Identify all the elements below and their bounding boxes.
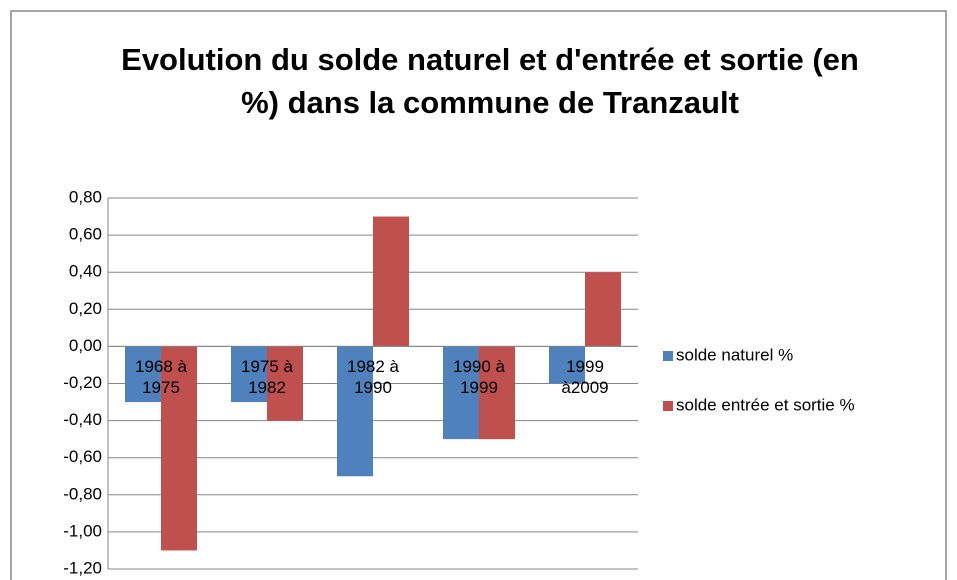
- bar: [373, 216, 409, 347]
- bar: [549, 346, 585, 384]
- legend-swatch: [663, 351, 673, 361]
- bar: [231, 346, 267, 403]
- legend-label: solde entrée et sortie %: [676, 395, 855, 414]
- y-tick-label: -0,60: [63, 447, 102, 466]
- y-tick-label: -1,20: [63, 558, 102, 577]
- legend-label: solde naturel %: [676, 345, 793, 364]
- x-tick-label: 1982 à 1990: [347, 357, 399, 398]
- chart-title: Evolution du solde naturel et d'entrée e…: [121, 42, 859, 120]
- x-tick-label: 1999 à2009: [561, 357, 609, 398]
- bar: [161, 346, 197, 551]
- y-tick-label: -0,40: [63, 410, 102, 429]
- y-tick-label: 0,20: [69, 299, 102, 318]
- y-tick-label: 0,00: [69, 336, 102, 355]
- y-tick-label: 0,60: [69, 225, 102, 244]
- bar: [125, 346, 161, 403]
- legend-swatch: [663, 401, 673, 411]
- y-tick-label: -1,00: [63, 521, 102, 540]
- bar: [479, 346, 515, 440]
- y-tick-label: -0,20: [63, 373, 102, 392]
- bar: [585, 272, 621, 347]
- y-tick-label: 0,40: [69, 262, 102, 281]
- frame-border: [10, 10, 947, 580]
- bar: [267, 346, 303, 421]
- y-tick-label: 0,80: [69, 187, 102, 206]
- bar: [443, 346, 479, 440]
- x-tick-label: 1990 à 1999: [453, 357, 505, 398]
- x-tick-label: 1968 à 1975: [135, 357, 187, 398]
- x-tick-label: 1975 à 1982: [241, 357, 293, 398]
- bar: [337, 346, 373, 477]
- y-tick-label: -0,80: [63, 484, 102, 503]
